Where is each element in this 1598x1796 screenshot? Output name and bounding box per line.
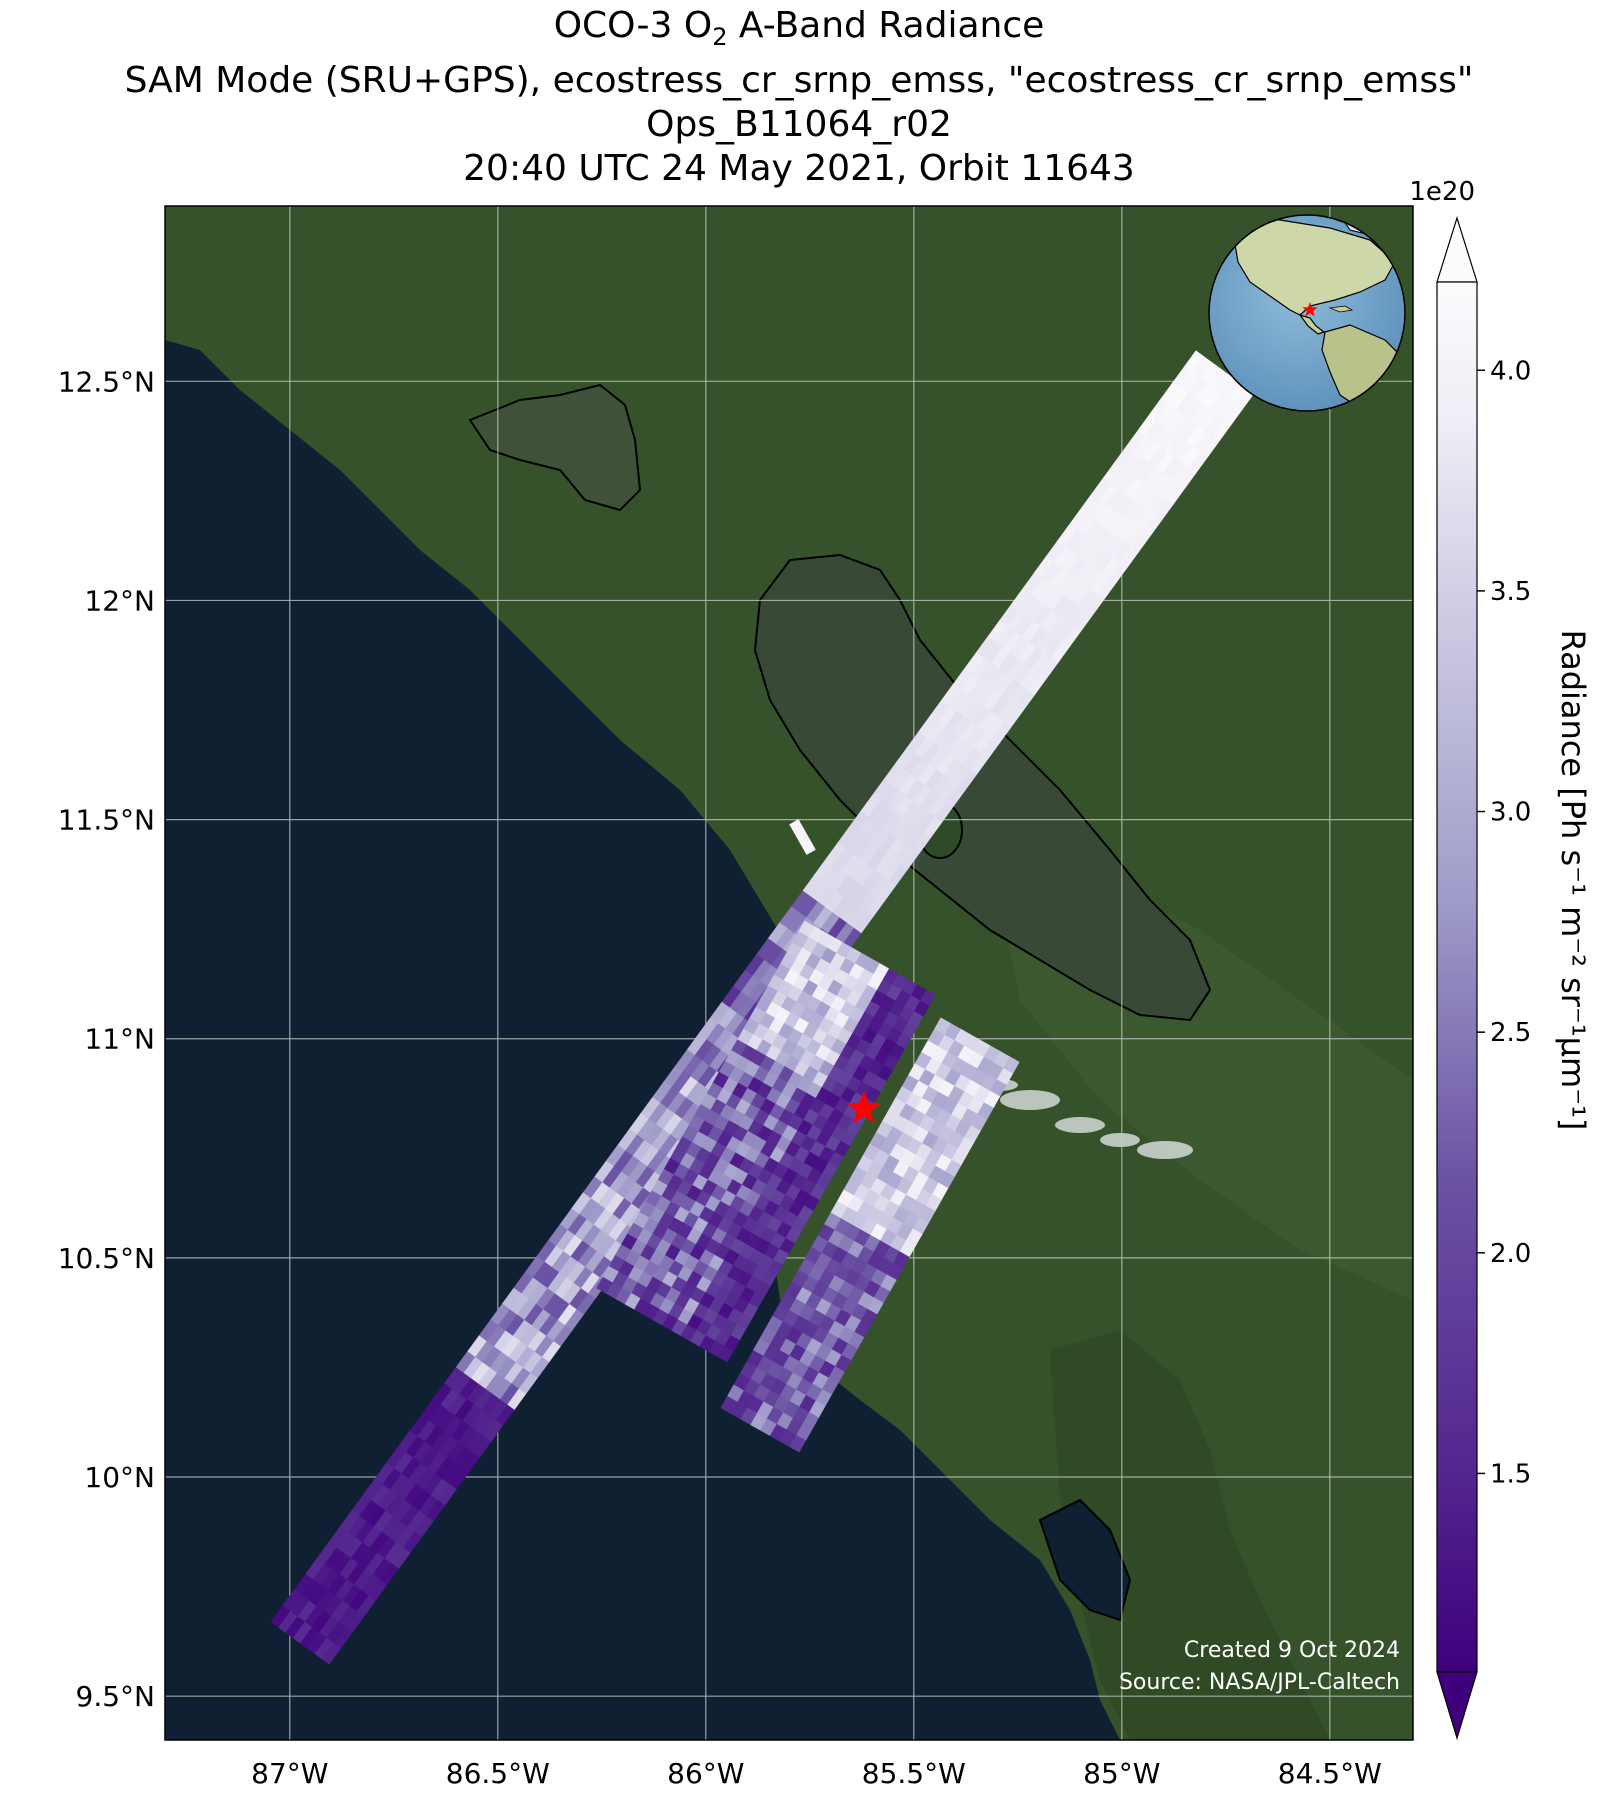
lat-tick-label: 11.5°N — [58, 804, 155, 837]
colorbar-axis-label: Radiance [Ph s⁻¹ m⁻² sr⁻¹μm⁻¹] — [1554, 630, 1592, 1131]
title-line-1: OCO-3 O2 A-Band Radiance — [553, 5, 1045, 52]
colorbar-tick-label: 2.5 — [1490, 1018, 1531, 1048]
target-star-icon — [846, 1090, 881, 1124]
lake-managua — [468, 383, 642, 512]
globe-star-icon — [1302, 302, 1318, 317]
lon-tick-label: 86°W — [667, 1757, 744, 1790]
colorbar-exponent: 1e20 — [1409, 177, 1475, 207]
title-line-2: SAM Mode (SRU+GPS), ecostress_cr_srnp_em… — [124, 60, 1474, 102]
lake-nicaragua — [753, 553, 1212, 1022]
radiance-swath — [270, 350, 1255, 1665]
colorbar-extend-max — [1436, 215, 1478, 283]
colorbar-bar — [1436, 281, 1478, 1673]
colorbar-tick-label: 4.0 — [1490, 356, 1531, 386]
swath-footprint — [596, 1276, 613, 1294]
globe-outline — [1208, 214, 1406, 412]
colorbar-tick-label: 3.5 — [1490, 577, 1531, 607]
lon-tick-label: 86.5°W — [446, 1757, 550, 1790]
lat-tick-label: 10°N — [84, 1461, 155, 1494]
source-credit: Source: NASA/JPL-Caltech — [1119, 1670, 1400, 1695]
latitude-labels: 12.5°N 12°N 11.5°N 11°N 10.5°N 10°N 9.5°N — [58, 365, 155, 1713]
map-frame — [164, 205, 1414, 1741]
lat-tick-label: 10.5°N — [58, 1242, 155, 1275]
longitude-labels: 87°W 86.5°W 86°W 85.5°W 85°W 84.5°W — [251, 1757, 1382, 1790]
colorbar-extend-min — [1436, 1671, 1478, 1741]
colorbar: 1e20 4.0 3.5 3.0 2.5 2.0 1.5 — [1409, 177, 1531, 1741]
lon-tick-label: 85°W — [1083, 1757, 1160, 1790]
figure-title: OCO-3 O2 A-Band Radiance SAM Mode (SRU+G… — [0, 4, 1598, 191]
lat-tick-label: 9.5°N — [76, 1680, 155, 1713]
inset-globe — [1208, 214, 1406, 412]
title-line-4: 20:40 UTC 24 May 2021, Orbit 11643 — [463, 148, 1135, 190]
colorbar-ticks: 4.0 3.5 3.0 2.5 2.0 1.5 — [1477, 356, 1531, 1489]
gulf-nicoya — [1038, 1498, 1132, 1622]
lon-tick-label: 85.5°W — [862, 1757, 966, 1790]
lon-tick-label: 87°W — [251, 1757, 328, 1790]
swath-footprint — [800, 839, 816, 855]
created-credit: Created 9 Oct 2024 — [1184, 1638, 1400, 1663]
lat-tick-label: 12.5°N — [58, 365, 155, 398]
colorbar-tick-label: 1.5 — [1490, 1459, 1531, 1489]
caribbean-islands — [1328, 305, 1354, 313]
cloud-patches — [982, 1079, 1193, 1159]
colorbar-tick-label: 3.0 — [1490, 798, 1531, 828]
central-america — [1298, 313, 1326, 335]
land-shade — [1050, 1330, 1330, 1740]
swath-footprint — [270, 1605, 291, 1628]
lon-tick-label: 84.5°W — [1278, 1757, 1382, 1790]
colorbar-tick-label: 2.0 — [1490, 1239, 1531, 1269]
north-america — [1229, 215, 1396, 316]
swath-footprint — [720, 1396, 738, 1414]
lat-tick-label: 12°N — [84, 584, 155, 617]
title-line-3: Ops_B11064_r02 — [646, 104, 952, 146]
lat-tick-label: 11°N — [84, 1023, 155, 1056]
